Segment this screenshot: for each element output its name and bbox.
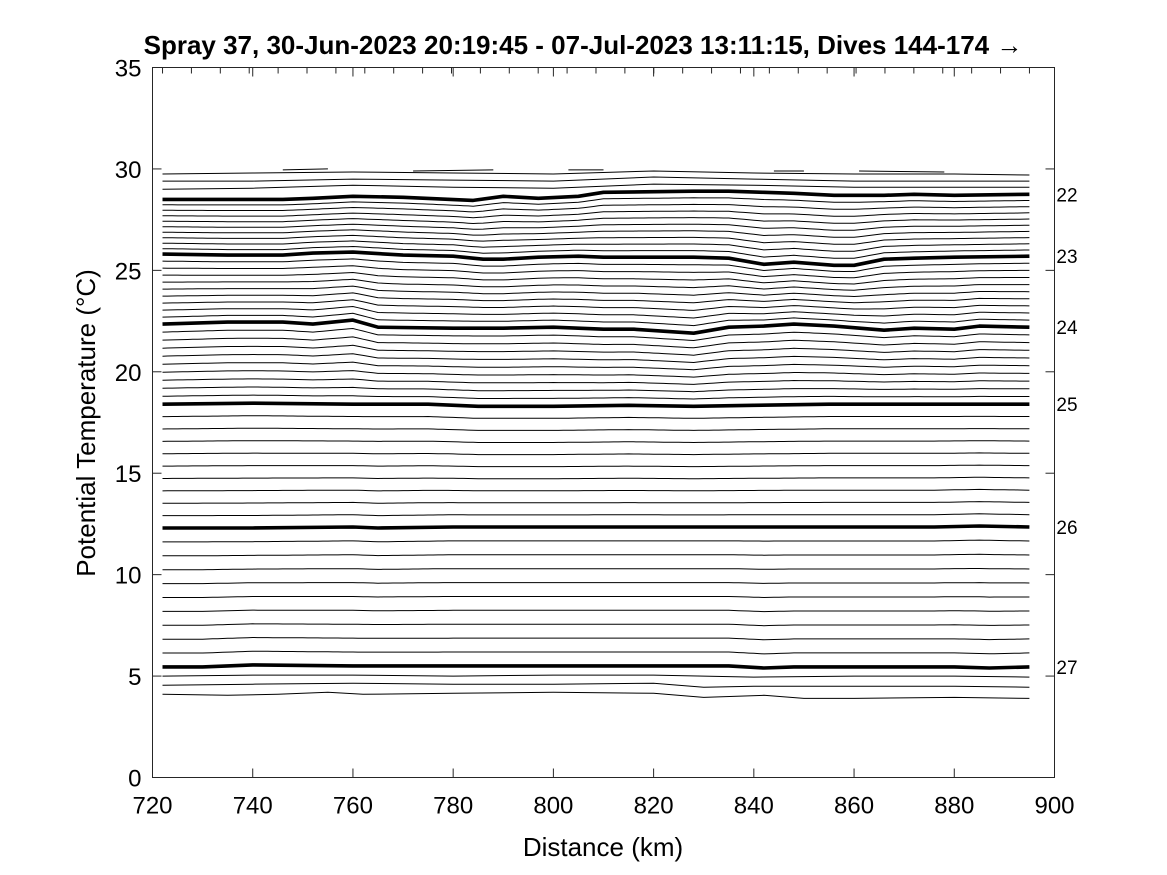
thin-isoline (162, 370, 1030, 378)
thin-isoline (162, 305, 1030, 319)
x-tick-label: 800 (533, 793, 573, 820)
thin-isoline (162, 258, 1030, 272)
thin-isoline (859, 170, 945, 173)
thin-isoline (162, 476, 1030, 480)
thin-isoline (162, 464, 1030, 468)
thin-isoline (162, 674, 1030, 678)
thin-isoline (162, 229, 1030, 238)
thin-isoline (162, 327, 1030, 342)
thin-isoline (162, 278, 1030, 291)
isoline-layer (162, 168, 1030, 699)
thin-isoline (162, 234, 1030, 245)
thin-isoline (162, 271, 1030, 285)
density-label-25: 25 (1056, 395, 1077, 416)
y-tick-label: 10 (115, 563, 142, 590)
thin-isoline (162, 336, 1030, 349)
bold-isoline-22 (162, 189, 1030, 203)
bold-isoline-24 (162, 318, 1030, 335)
thin-isoline (162, 312, 1030, 327)
thin-isoline (162, 691, 1030, 699)
thin-isoline (162, 292, 1030, 304)
thin-isoline (162, 501, 1030, 504)
thin-isoline (162, 217, 1030, 225)
thin-isoline (162, 344, 1030, 356)
thin-isoline (162, 183, 1030, 190)
thin-isoline (162, 378, 1030, 385)
y-tick-label: 0 (128, 766, 141, 793)
bold-isoline-27 (162, 663, 1030, 670)
thin-isoline (413, 169, 494, 172)
thin-isoline (162, 568, 1030, 571)
thin-isoline (162, 596, 1030, 599)
y-tick-label: 25 (115, 258, 142, 285)
thin-isoline (162, 582, 1030, 585)
x-tick-label: 900 (1034, 793, 1074, 820)
y-axis-label: Potential Temperature (°C) (71, 269, 101, 577)
thin-isoline (162, 415, 1030, 419)
thin-isoline (162, 176, 1030, 182)
y-tick-label: 5 (128, 664, 141, 691)
thin-isoline (162, 203, 1030, 213)
thin-isoline (162, 539, 1030, 543)
y-tick-label: 15 (115, 461, 142, 488)
thin-isoline (162, 636, 1030, 641)
thin-isoline (162, 197, 1030, 207)
thin-isoline (162, 285, 1030, 298)
thin-isoline (162, 440, 1030, 444)
thin-isoline (162, 650, 1030, 655)
thin-isoline (162, 299, 1030, 311)
x-tick-label: 720 (132, 793, 172, 820)
density-label-23: 23 (1056, 247, 1077, 268)
y-tick-label: 20 (115, 360, 142, 387)
thin-isoline (162, 240, 1030, 252)
x-tick-label: 740 (233, 793, 273, 820)
thin-isoline (162, 394, 1030, 400)
thin-isoline (162, 170, 1030, 176)
density-label-27: 27 (1056, 658, 1077, 679)
x-axis-label: Distance (km) (523, 832, 683, 862)
x-tick-label: 820 (634, 793, 674, 820)
thin-isoline (162, 361, 1030, 371)
thin-isoline (162, 265, 1030, 279)
thin-isoline (282, 168, 328, 171)
bold-isoline-25 (162, 401, 1030, 409)
x-tick-label: 780 (433, 793, 473, 820)
density-label-26: 26 (1056, 518, 1077, 539)
x-tick-label: 760 (333, 793, 373, 820)
thin-isoline (162, 386, 1030, 393)
bold-isoline-23 (162, 250, 1030, 268)
thin-isoline (162, 553, 1030, 557)
y-tick-label: 35 (115, 56, 142, 83)
thin-isoline (162, 488, 1030, 492)
thin-isoline (162, 623, 1030, 627)
thin-isoline (162, 452, 1030, 456)
plot-frame (152, 67, 1055, 778)
density-label-layer: 22 23 24 25 26 27 (1056, 185, 1078, 679)
thin-isoline (162, 223, 1030, 231)
thin-isoline (162, 210, 1030, 219)
y-tick-label: 30 (115, 157, 142, 184)
thin-isoline (162, 682, 1030, 688)
thin-isoline (162, 245, 1030, 259)
x-tick-label: 840 (734, 793, 774, 820)
chart-title: Spray 37, 30-Jun-2023 20:19:45 - 07-Jul-… (144, 30, 1023, 60)
thin-isoline (162, 427, 1030, 431)
x-tick-label: 860 (834, 793, 874, 820)
bold-isoline-26 (162, 524, 1030, 530)
x-tick-label: 880 (934, 793, 974, 820)
density-label-22: 22 (1056, 185, 1077, 206)
density-label-24: 24 (1056, 318, 1078, 339)
thin-isoline (162, 609, 1030, 613)
thin-isoline (162, 353, 1030, 364)
thin-isoline (162, 513, 1030, 517)
